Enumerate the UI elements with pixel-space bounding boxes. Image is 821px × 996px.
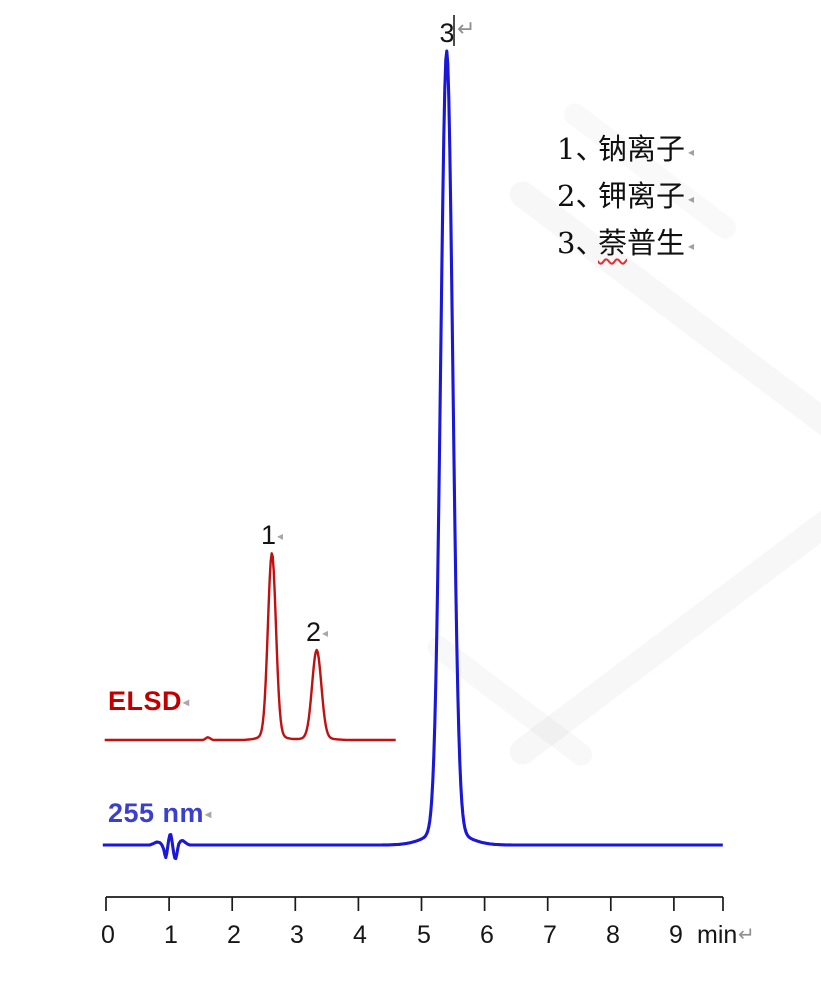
x-tick-label-1: 1 xyxy=(164,921,178,949)
x-tick-label-9: 9 xyxy=(669,921,683,949)
series-label-elsd: ELSD◂ xyxy=(108,688,190,715)
legend-item-number: 2、 xyxy=(557,179,605,213)
peak-label-2: 2◂ xyxy=(304,619,330,646)
legend-item-3: 3、萘普生 ◂ xyxy=(557,225,694,272)
formatting-mark: ◂ xyxy=(688,239,695,253)
x-axis xyxy=(105,896,724,911)
legend-item-number: 3、 xyxy=(557,226,605,260)
trace-255-nm xyxy=(102,49,724,861)
series-label-elsd-text: ELSD xyxy=(108,686,183,716)
x-tick-label-8: 8 xyxy=(606,921,620,949)
x-tick-label-2: 2 xyxy=(227,921,241,949)
legend-item-number: 1、 xyxy=(557,132,605,166)
x-tick-label-3: 3 xyxy=(290,921,304,949)
x-tick-label-4: 4 xyxy=(353,921,367,949)
formatting-mark: ◂ xyxy=(688,192,695,206)
peak-label-1: 1◂ xyxy=(259,522,285,549)
x-tick-label-7: 7 xyxy=(543,921,557,949)
formatting-mark: ◂ xyxy=(205,807,212,821)
spellcheck-underline: 萘 xyxy=(598,226,628,260)
x-tick-label-0: 0 xyxy=(101,921,115,949)
peak-number: 1 xyxy=(260,520,276,550)
peak-number: 3 xyxy=(439,18,455,48)
peak-number: 2 xyxy=(305,617,321,647)
formatting-mark: ◂ xyxy=(688,145,695,159)
legend-item-2: 2、钾离子 ◂ xyxy=(557,178,694,225)
peak-label-3: 3 xyxy=(434,20,460,47)
legend-item-name: 萘普生 xyxy=(598,226,686,260)
legend-item-1: 1、钠离子 ◂ xyxy=(557,131,694,178)
legend-item-name: 钠离子 xyxy=(598,132,686,166)
series-label-255nm-text: 255 nm xyxy=(108,798,205,828)
text-cursor[interactable] xyxy=(453,15,455,46)
x-axis-unit: min xyxy=(697,921,738,949)
return-mark-after-min: ↵ xyxy=(738,924,755,946)
x-tick-label-5: 5 xyxy=(417,921,431,949)
x-tick-label-6: 6 xyxy=(480,921,494,949)
return-mark-after-peak3: ↵ xyxy=(457,16,476,41)
formatting-mark: ◂ xyxy=(183,695,190,709)
legend: 1、钠离子 ◂ 2、钾离子 ◂ 3、萘普生 ◂ xyxy=(557,131,694,272)
formatting-mark: ◂ xyxy=(322,626,329,640)
formatting-mark: ◂ xyxy=(277,529,284,543)
trace-elsd xyxy=(104,552,396,742)
series-label-255nm: 255 nm◂ xyxy=(108,800,212,827)
legend-item-name: 钾离子 xyxy=(598,179,686,213)
